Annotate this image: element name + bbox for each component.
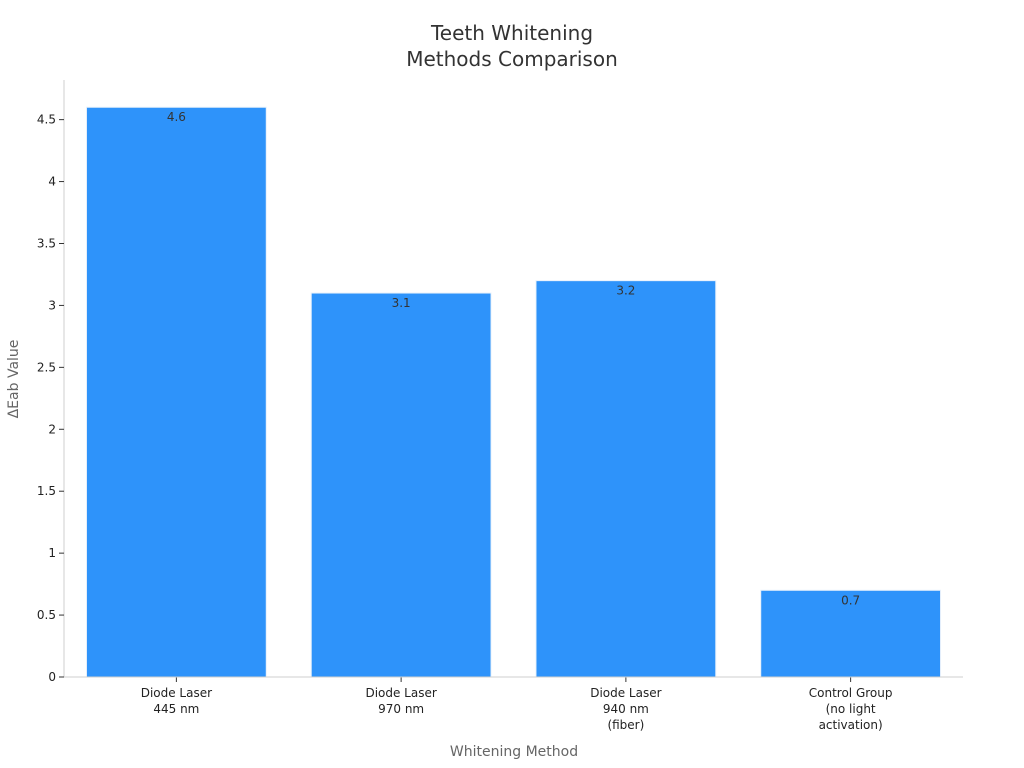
x-tick-label: Control Group (no light activation) xyxy=(809,686,893,732)
y-tick-label: 0 xyxy=(48,670,56,684)
y-tick-label: 3.5 xyxy=(37,236,56,250)
x-axis-title: Whitening Method xyxy=(450,744,578,760)
y-tick-label: 1.5 xyxy=(37,484,56,498)
y-tick-label: 3 xyxy=(48,298,56,312)
bar xyxy=(310,292,492,678)
data-label: 0.7 xyxy=(841,593,860,607)
bar xyxy=(535,280,717,678)
x-tick-label-line: 940 nm xyxy=(603,702,649,716)
data-label: 4.6 xyxy=(167,110,186,124)
x-tick-label: Diode Laser 970 nm xyxy=(365,686,436,716)
y-tick-label: 1 xyxy=(48,546,56,560)
y-axis-title: ΔEab Value xyxy=(6,340,22,419)
y-tick-label: 4 xyxy=(48,175,56,189)
x-tick-label: Diode Laser 940 nm (fiber) xyxy=(590,686,661,732)
data-label: 3.2 xyxy=(616,284,635,298)
x-tick-label-line: 970 nm xyxy=(378,702,424,716)
chart-title-line-1: Teeth Whitening xyxy=(430,21,593,45)
x-tick-label-line: Control Group xyxy=(809,686,893,700)
x-tick-label-line: Diode Laser xyxy=(365,686,436,700)
bar xyxy=(760,589,942,678)
bar xyxy=(85,106,267,678)
bars: 4.6 3.1 3.2 0.7 xyxy=(85,106,942,678)
x-tick-label-line: (fiber) xyxy=(607,718,644,732)
y-tick-label: 2 xyxy=(48,422,56,436)
x-tick-label-line: Diode Laser xyxy=(590,686,661,700)
data-label: 3.1 xyxy=(392,296,411,310)
chart-title: Teeth Whitening Methods Comparison xyxy=(406,21,618,71)
y-tick-label: 4.5 xyxy=(37,113,56,127)
x-tick-label-line: 445 nm xyxy=(153,702,199,716)
x-tick-label-line: activation) xyxy=(819,718,883,732)
y-tick-label: 0.5 xyxy=(37,608,56,622)
y-tick-label: 2.5 xyxy=(37,360,56,374)
y-axis: 0 0.5 1 1.5 2 2.5 3 3.5 4 4.5 xyxy=(37,80,65,684)
x-tick-label-line: Diode Laser xyxy=(141,686,212,700)
x-tick-label-line: (no light xyxy=(826,702,876,716)
x-tick-label: Diode Laser 445 nm xyxy=(141,686,212,716)
chart-title-line-2: Methods Comparison xyxy=(406,47,618,71)
